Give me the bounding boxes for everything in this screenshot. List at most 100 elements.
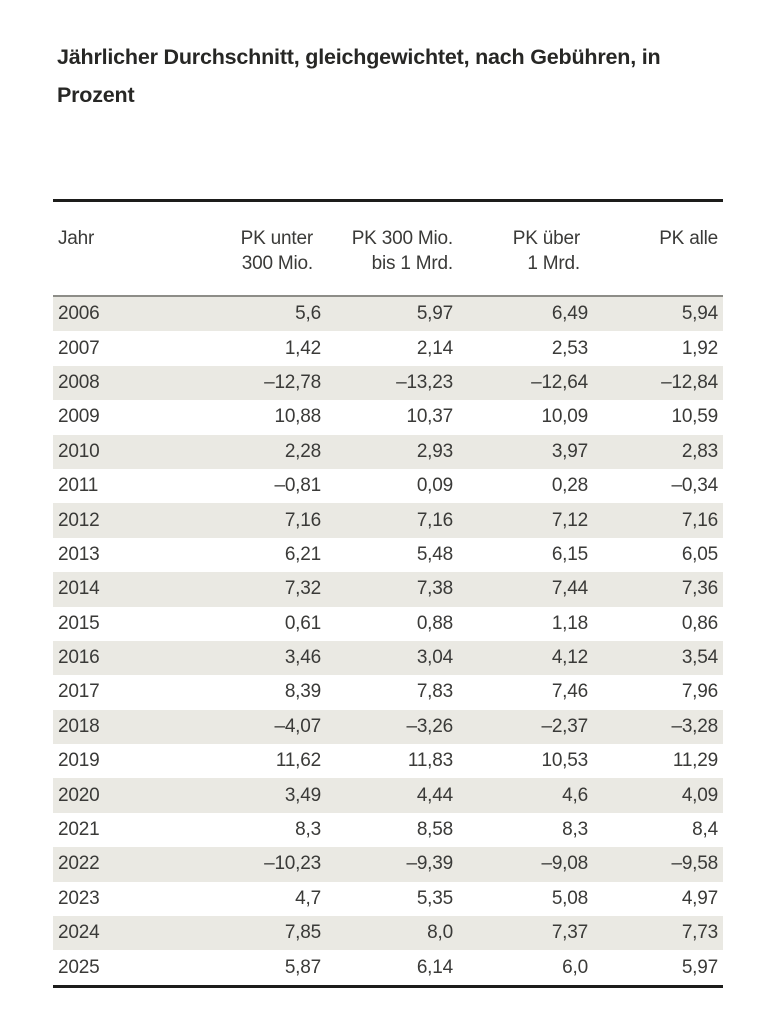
year-cell: 2022 — [58, 853, 100, 875]
value-cell: 3,97 — [551, 440, 588, 462]
value-cell: –12,64 — [531, 371, 588, 393]
returns-table-container: Jahr PK unter 300 Mio. PK 300 Mio. bis 1 Mrd… — [53, 199, 723, 988]
value-cell: 8,0 — [427, 922, 453, 944]
value-cell: 4,44 — [416, 784, 453, 806]
value-cell: 7,96 — [681, 681, 718, 703]
value-cell: –10,23 — [264, 853, 321, 875]
year-cell: 2010 — [58, 440, 100, 462]
year-cell: 2013 — [58, 543, 100, 565]
table-row: 2016 3,46 3,04 4,12 3,54 — [53, 640, 723, 676]
value-cell: 10,37 — [406, 406, 453, 428]
value-cell: 3,04 — [416, 647, 453, 669]
value-cell: –9,58 — [671, 853, 718, 875]
value-cell: 3,49 — [284, 784, 321, 806]
table-row: 2018 –4,07 –3,26 –2,37 –3,28 — [53, 709, 723, 745]
value-cell: 5,48 — [416, 543, 453, 565]
value-cell: 6,0 — [562, 956, 588, 978]
year-cell: 2017 — [58, 681, 100, 703]
value-cell: –0,34 — [671, 475, 718, 497]
value-cell: –9,39 — [406, 853, 453, 875]
value-cell: 6,21 — [284, 543, 321, 565]
value-cell: 5,94 — [681, 303, 718, 325]
page-title-line-2: Prozent — [57, 83, 135, 107]
value-cell: –3,28 — [671, 715, 718, 737]
value-cell: 11,29 — [672, 750, 718, 772]
value-cell: 6,49 — [551, 303, 588, 325]
year-cell: 2019 — [58, 750, 100, 772]
value-cell: 10,59 — [671, 406, 718, 428]
value-cell: 0,88 — [416, 612, 453, 634]
value-cell: 10,53 — [541, 750, 588, 772]
year-cell: 2021 — [58, 819, 100, 841]
table-row: 2021 8,3 8,58 8,3 8,4 — [53, 813, 723, 847]
table-row: 2009 10,88 10,37 10,09 10,59 — [53, 400, 723, 434]
value-cell: 2,93 — [416, 440, 453, 462]
table-row: 2025 5,87 6,14 6,0 5,97 — [53, 950, 723, 986]
value-cell: –12,84 — [661, 371, 718, 393]
table-row: 2010 2,28 2,93 3,97 2,83 — [53, 434, 723, 469]
value-cell: 0,86 — [681, 612, 718, 634]
year-cell: 2016 — [58, 647, 100, 669]
year-cell: 2006 — [58, 303, 100, 325]
column-header: PK über 1 Mrd. — [458, 201, 593, 297]
value-cell: 4,6 — [562, 784, 588, 806]
column-header-line: Jahr — [58, 228, 95, 249]
column-header-line: PK über — [512, 228, 580, 249]
value-cell: 3,54 — [681, 647, 718, 669]
value-cell: –9,08 — [541, 853, 588, 875]
year-cell: 2018 — [58, 715, 100, 737]
value-cell: –13,23 — [396, 371, 453, 393]
table-row: 2024 7,85 8,0 7,37 7,73 — [53, 916, 723, 951]
value-cell: 5,87 — [284, 956, 321, 978]
column-header-line: PK unter — [240, 228, 314, 249]
value-cell: 7,12 — [551, 509, 588, 531]
value-cell: 7,16 — [681, 509, 718, 531]
table-row: 2013 6,21 5,48 6,15 6,05 — [53, 538, 723, 572]
value-cell: 11,83 — [407, 750, 453, 772]
value-cell: 7,16 — [284, 509, 321, 531]
value-cell: 5,97 — [681, 956, 718, 978]
value-cell: 7,44 — [551, 578, 588, 600]
value-cell: 1,18 — [551, 612, 588, 634]
year-cell: 2020 — [58, 784, 100, 806]
value-cell: 7,32 — [284, 578, 321, 600]
year-cell: 2015 — [58, 612, 100, 634]
column-header: PK alle — [593, 201, 723, 297]
value-cell: 7,36 — [681, 578, 718, 600]
page-title: Jährlicher Durchschnitt, gleichgewichtet… — [57, 38, 747, 114]
value-cell: 7,83 — [416, 681, 453, 703]
value-cell: 5,97 — [416, 303, 453, 325]
table-row: 2012 7,16 7,16 7,12 7,16 — [53, 503, 723, 538]
value-cell: –12,78 — [264, 371, 321, 393]
value-cell: 2,83 — [681, 440, 718, 462]
value-cell: 2,28 — [284, 440, 321, 462]
column-header-line: 1 Mrd. — [527, 253, 580, 274]
value-cell: 7,16 — [416, 509, 453, 531]
value-cell: 1,42 — [284, 337, 321, 359]
value-cell: 8,39 — [284, 681, 321, 703]
table-row: 2014 7,32 7,38 7,44 7,36 — [53, 572, 723, 607]
value-cell: 7,37 — [551, 922, 588, 944]
table-header: Jahr PK unter 300 Mio. PK 300 Mio. bis 1 Mrd… — [53, 201, 723, 297]
year-cell: 2011 — [58, 475, 99, 497]
value-cell: 0,09 — [416, 475, 453, 497]
value-cell: 5,08 — [551, 887, 588, 909]
value-cell: 10,09 — [541, 406, 588, 428]
value-cell: 10,88 — [274, 406, 321, 428]
value-cell: 5,6 — [295, 303, 321, 325]
table-row: 2017 8,39 7,83 7,46 7,96 — [53, 675, 723, 709]
value-cell: 0,61 — [284, 612, 321, 634]
year-cell: 2012 — [58, 509, 100, 531]
year-cell: 2009 — [58, 406, 100, 428]
value-cell: 8,3 — [295, 819, 321, 841]
value-cell: 7,85 — [284, 922, 321, 944]
column-header: PK 300 Mio. bis 1 Mrd. — [326, 201, 458, 297]
table-body: 2006 5,6 5,97 6,49 5,94 2007 1,42 2,14 2,53 1,92 2… — [53, 296, 723, 986]
year-cell: 2025 — [58, 956, 100, 978]
table-row: 2007 1,42 2,14 2,53 1,92 — [53, 331, 723, 365]
table-row: 2023 4,7 5,35 5,08 4,97 — [53, 882, 723, 916]
value-cell: 2,14 — [416, 337, 453, 359]
value-cell: 8,58 — [416, 819, 453, 841]
year-cell: 2014 — [58, 578, 100, 600]
value-cell: –3,26 — [406, 715, 453, 737]
